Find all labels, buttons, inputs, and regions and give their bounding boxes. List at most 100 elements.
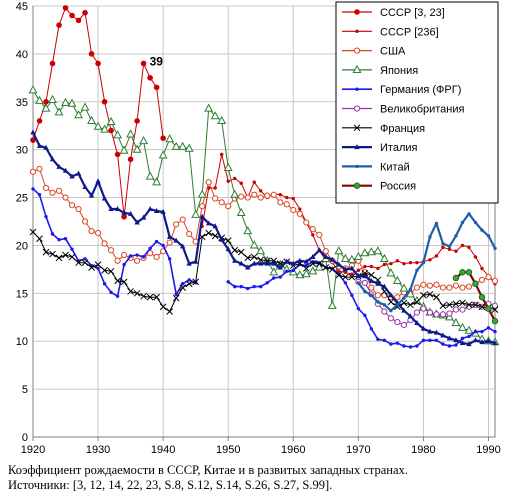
data-point [376, 266, 380, 271]
legend-entry: Германия (ФРГ) [342, 84, 461, 96]
x-tick-label: 1970 [346, 444, 370, 456]
data-point [50, 232, 55, 236]
data-point [75, 259, 82, 267]
data-point [244, 194, 251, 201]
data-point [161, 243, 165, 248]
annotations: 39 [150, 54, 164, 68]
data-point [80, 102, 90, 111]
data-point [363, 264, 367, 269]
data-point [226, 280, 230, 284]
data-point [257, 256, 265, 264]
data-point [452, 274, 460, 282]
data-point [283, 201, 290, 208]
legend-label: Китай [380, 161, 410, 173]
data-point [399, 283, 409, 292]
data-point [480, 266, 484, 271]
data-point [211, 232, 219, 240]
legend-entry: Япония [342, 64, 418, 77]
data-point [154, 239, 159, 244]
data-point [433, 329, 440, 335]
data-point [467, 334, 471, 339]
data-point [153, 84, 160, 91]
data-point [153, 293, 160, 301]
data-point [106, 116, 116, 125]
data-point [226, 179, 230, 183]
data-point [493, 329, 497, 334]
data-point [375, 280, 381, 286]
data-point [31, 187, 35, 191]
data-point [132, 144, 142, 153]
data-point [186, 230, 193, 238]
legend-box [335, 1, 499, 204]
data-point [88, 227, 95, 235]
data-point [153, 207, 160, 213]
data-point [29, 228, 37, 236]
data-point [445, 312, 454, 321]
data-point [243, 226, 253, 235]
data-point [369, 293, 374, 297]
data-point [478, 276, 486, 284]
data-point [42, 248, 50, 256]
data-point [395, 259, 400, 263]
data-point [36, 118, 43, 124]
data-point [426, 282, 434, 289]
data-point [407, 313, 414, 319]
data-point [308, 266, 318, 275]
data-point [368, 284, 375, 291]
data-point [478, 293, 486, 301]
data-point [56, 22, 62, 28]
data-point [218, 199, 225, 206]
data-point [87, 115, 97, 125]
data-point [454, 234, 458, 238]
data-point [269, 267, 279, 276]
data-point [108, 127, 114, 134]
data-point [387, 315, 394, 322]
caption-line-1: Коэффициент рождаемости в СССР, Китае и … [8, 463, 408, 477]
data-point [217, 115, 227, 125]
data-point [323, 253, 329, 259]
data-point [230, 189, 240, 198]
legend-entry: Китай [342, 161, 410, 173]
data-point [272, 276, 276, 280]
data-point [101, 195, 108, 201]
data-point [225, 246, 231, 252]
data-point [238, 193, 245, 200]
data-point [127, 156, 134, 163]
data-point [388, 292, 394, 298]
data-point [147, 250, 154, 257]
series-8 [30, 129, 498, 347]
data-point [233, 176, 237, 181]
data-point [291, 196, 295, 201]
data-point [252, 180, 256, 184]
data-point [447, 244, 452, 249]
data-point [48, 94, 57, 103]
data-point [458, 322, 467, 331]
data-point [353, 182, 361, 189]
series-line [358, 281, 496, 326]
data-point [415, 268, 419, 273]
axes: 0 5 10 15 20 25 30 35 40 45 1920 1930 1940 1950 1960 19… [16, 1, 501, 456]
data-point [29, 168, 37, 175]
data-point [127, 288, 134, 295]
data-point [277, 199, 284, 206]
data-point [69, 12, 75, 19]
data-point [353, 105, 361, 112]
data-point [493, 246, 497, 251]
data-point [120, 278, 128, 286]
data-point [61, 97, 70, 106]
data-point [100, 124, 110, 133]
data-point [433, 311, 440, 318]
x-tick-label: 1920 [21, 444, 45, 456]
data-point [251, 191, 258, 198]
data-point [434, 338, 439, 342]
data-point [147, 206, 153, 212]
data-point [173, 237, 179, 243]
data-point [159, 303, 167, 311]
data-point [467, 212, 471, 216]
data-point [95, 60, 101, 67]
data-point [42, 184, 50, 192]
data-point [81, 259, 89, 267]
data-point [492, 340, 498, 346]
data-point [133, 289, 141, 297]
data-point [233, 284, 237, 289]
